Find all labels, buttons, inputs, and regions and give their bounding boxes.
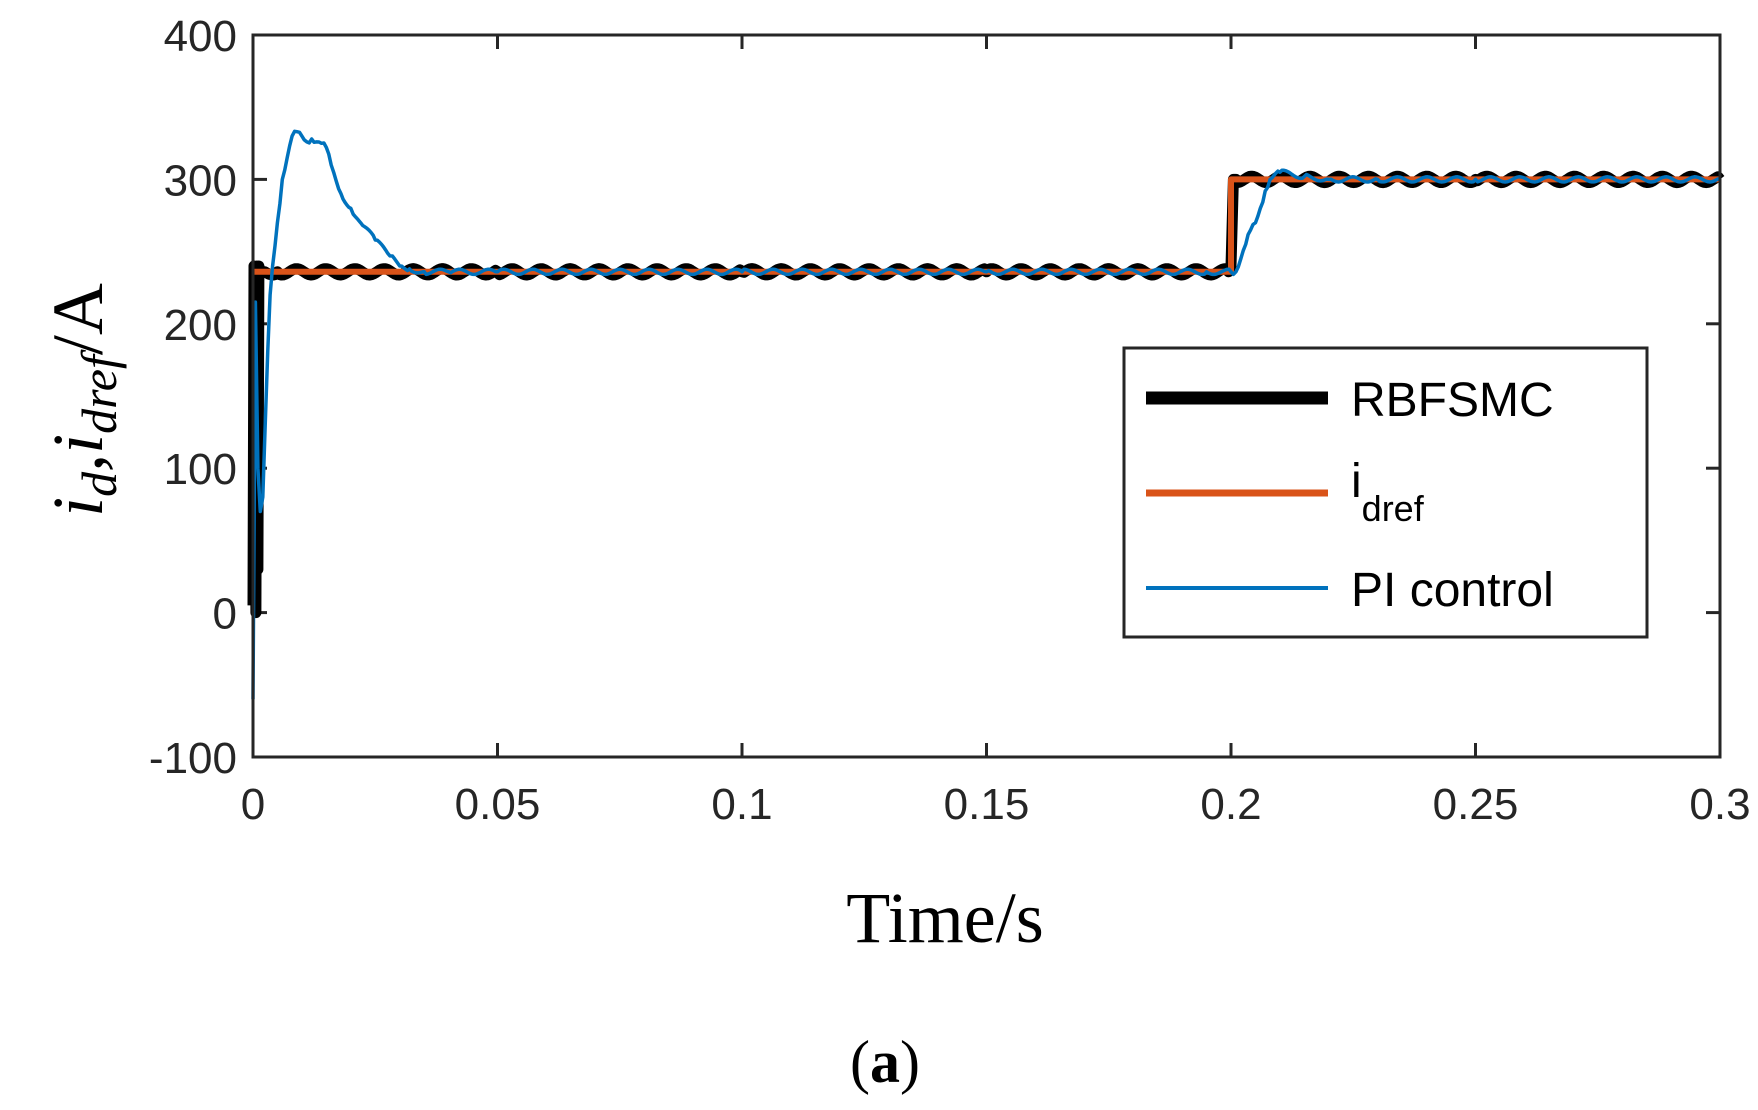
y-label-sub-dref: dref [71,349,127,434]
x-tick-label: 0 [241,780,265,829]
y-tick-label: 300 [164,156,237,205]
figure-caption: (a) [850,1029,920,1095]
legend-label-pi-control: PI control [1351,564,1554,617]
legend-label-rbfsmc: RBFSMC [1351,374,1554,427]
plot-frame [251,33,1722,759]
x-tick-label: 0.25 [1433,780,1519,829]
y-tick-label: 400 [164,12,237,61]
x-tick-label: 0.05 [455,780,541,829]
x-tick-label: 0.15 [944,780,1030,829]
caption-close: ) [900,1029,920,1095]
y-label-i2: i [38,434,118,454]
y-label-i: i [38,497,118,517]
y-tick-label: 0 [213,590,237,639]
legend-label-idref-sub: dref [1362,488,1425,529]
y-axis-label: id,idref/A [38,283,127,517]
caption-letter: a [870,1029,900,1095]
x-tick-label: 0.3 [1689,780,1750,829]
y-tick-label: 100 [164,445,237,494]
legend-label-idref: idref [1351,455,1425,529]
y-label-sub-d: d [71,471,127,497]
x-axis-label: Time/s [846,878,1043,958]
legend: RBFSMC idref PI control [1122,346,1649,639]
series-line-2 [251,129,1721,700]
y-label-sep: , [38,454,118,472]
legend-label-idref-main: i [1351,455,1362,508]
x-tick-label: 0.2 [1200,780,1261,829]
series-layer [247,129,1725,700]
caption-open: ( [850,1029,870,1095]
y-axis-label-text: id,idref/A [38,283,127,517]
x-tick-labels: 0 0.05 0.1 0.15 0.2 0.25 0.3 [241,780,1751,829]
x-tick-label: 0.1 [711,780,772,829]
y-label-unit: /A [38,283,118,355]
y-tick-label: -100 [149,734,237,783]
y-tick-label: 200 [164,301,237,350]
y-tick-labels: -100 0 100 200 300 400 [149,12,237,783]
